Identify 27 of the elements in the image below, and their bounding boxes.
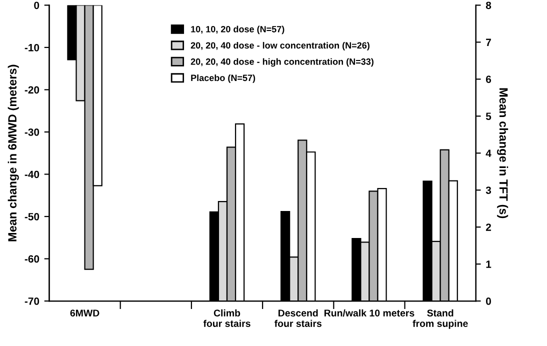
legend-label: Placebo (N=57) <box>191 74 256 83</box>
y2-tick-label: 4 <box>486 150 492 157</box>
y2-tick-label: 7 <box>486 38 491 46</box>
y2-tick-label: 8 <box>486 2 492 10</box>
y2-tick-label: 3 <box>486 186 492 194</box>
legend-label: 10, 10, 20 dose (N=57) <box>191 26 284 34</box>
y-tick-label: -10 <box>24 44 40 52</box>
x-tick-label: Climb four stairs <box>203 309 250 327</box>
y-axis-title: Mean change in 6MWD (meters) <box>8 64 19 242</box>
y2-tick-label: 5 <box>486 112 492 120</box>
y-tick-label: 0 <box>34 2 40 10</box>
y-tick-label: -40 <box>24 170 40 178</box>
y2-tick-label: 6 <box>486 76 492 84</box>
y-tick-label: -70 <box>24 298 40 305</box>
legend-label: 20, 20, 40 dose - low concentration (N=26) <box>190 42 370 50</box>
y-tick-label: -60 <box>24 255 40 263</box>
y2-tick-label: 0 <box>486 298 491 305</box>
y-tick-label: -50 <box>24 213 40 220</box>
x-tick-label: Descend four stairs <box>274 309 322 327</box>
x-tick-label: Run/walk 10 meters <box>324 309 414 317</box>
y2-tick-label: 2 <box>486 224 491 231</box>
x-tick-label: 6MWD <box>70 310 100 316</box>
y-tick-label: -30 <box>24 128 40 136</box>
y2-axis-title: Mean change in TFT (s) <box>497 88 508 218</box>
y-tick-label: -20 <box>24 86 40 94</box>
y2-tick-label: 1 <box>486 260 492 268</box>
legend-label: 20, 20, 40 dose - high concentration (N=33) <box>190 58 374 67</box>
